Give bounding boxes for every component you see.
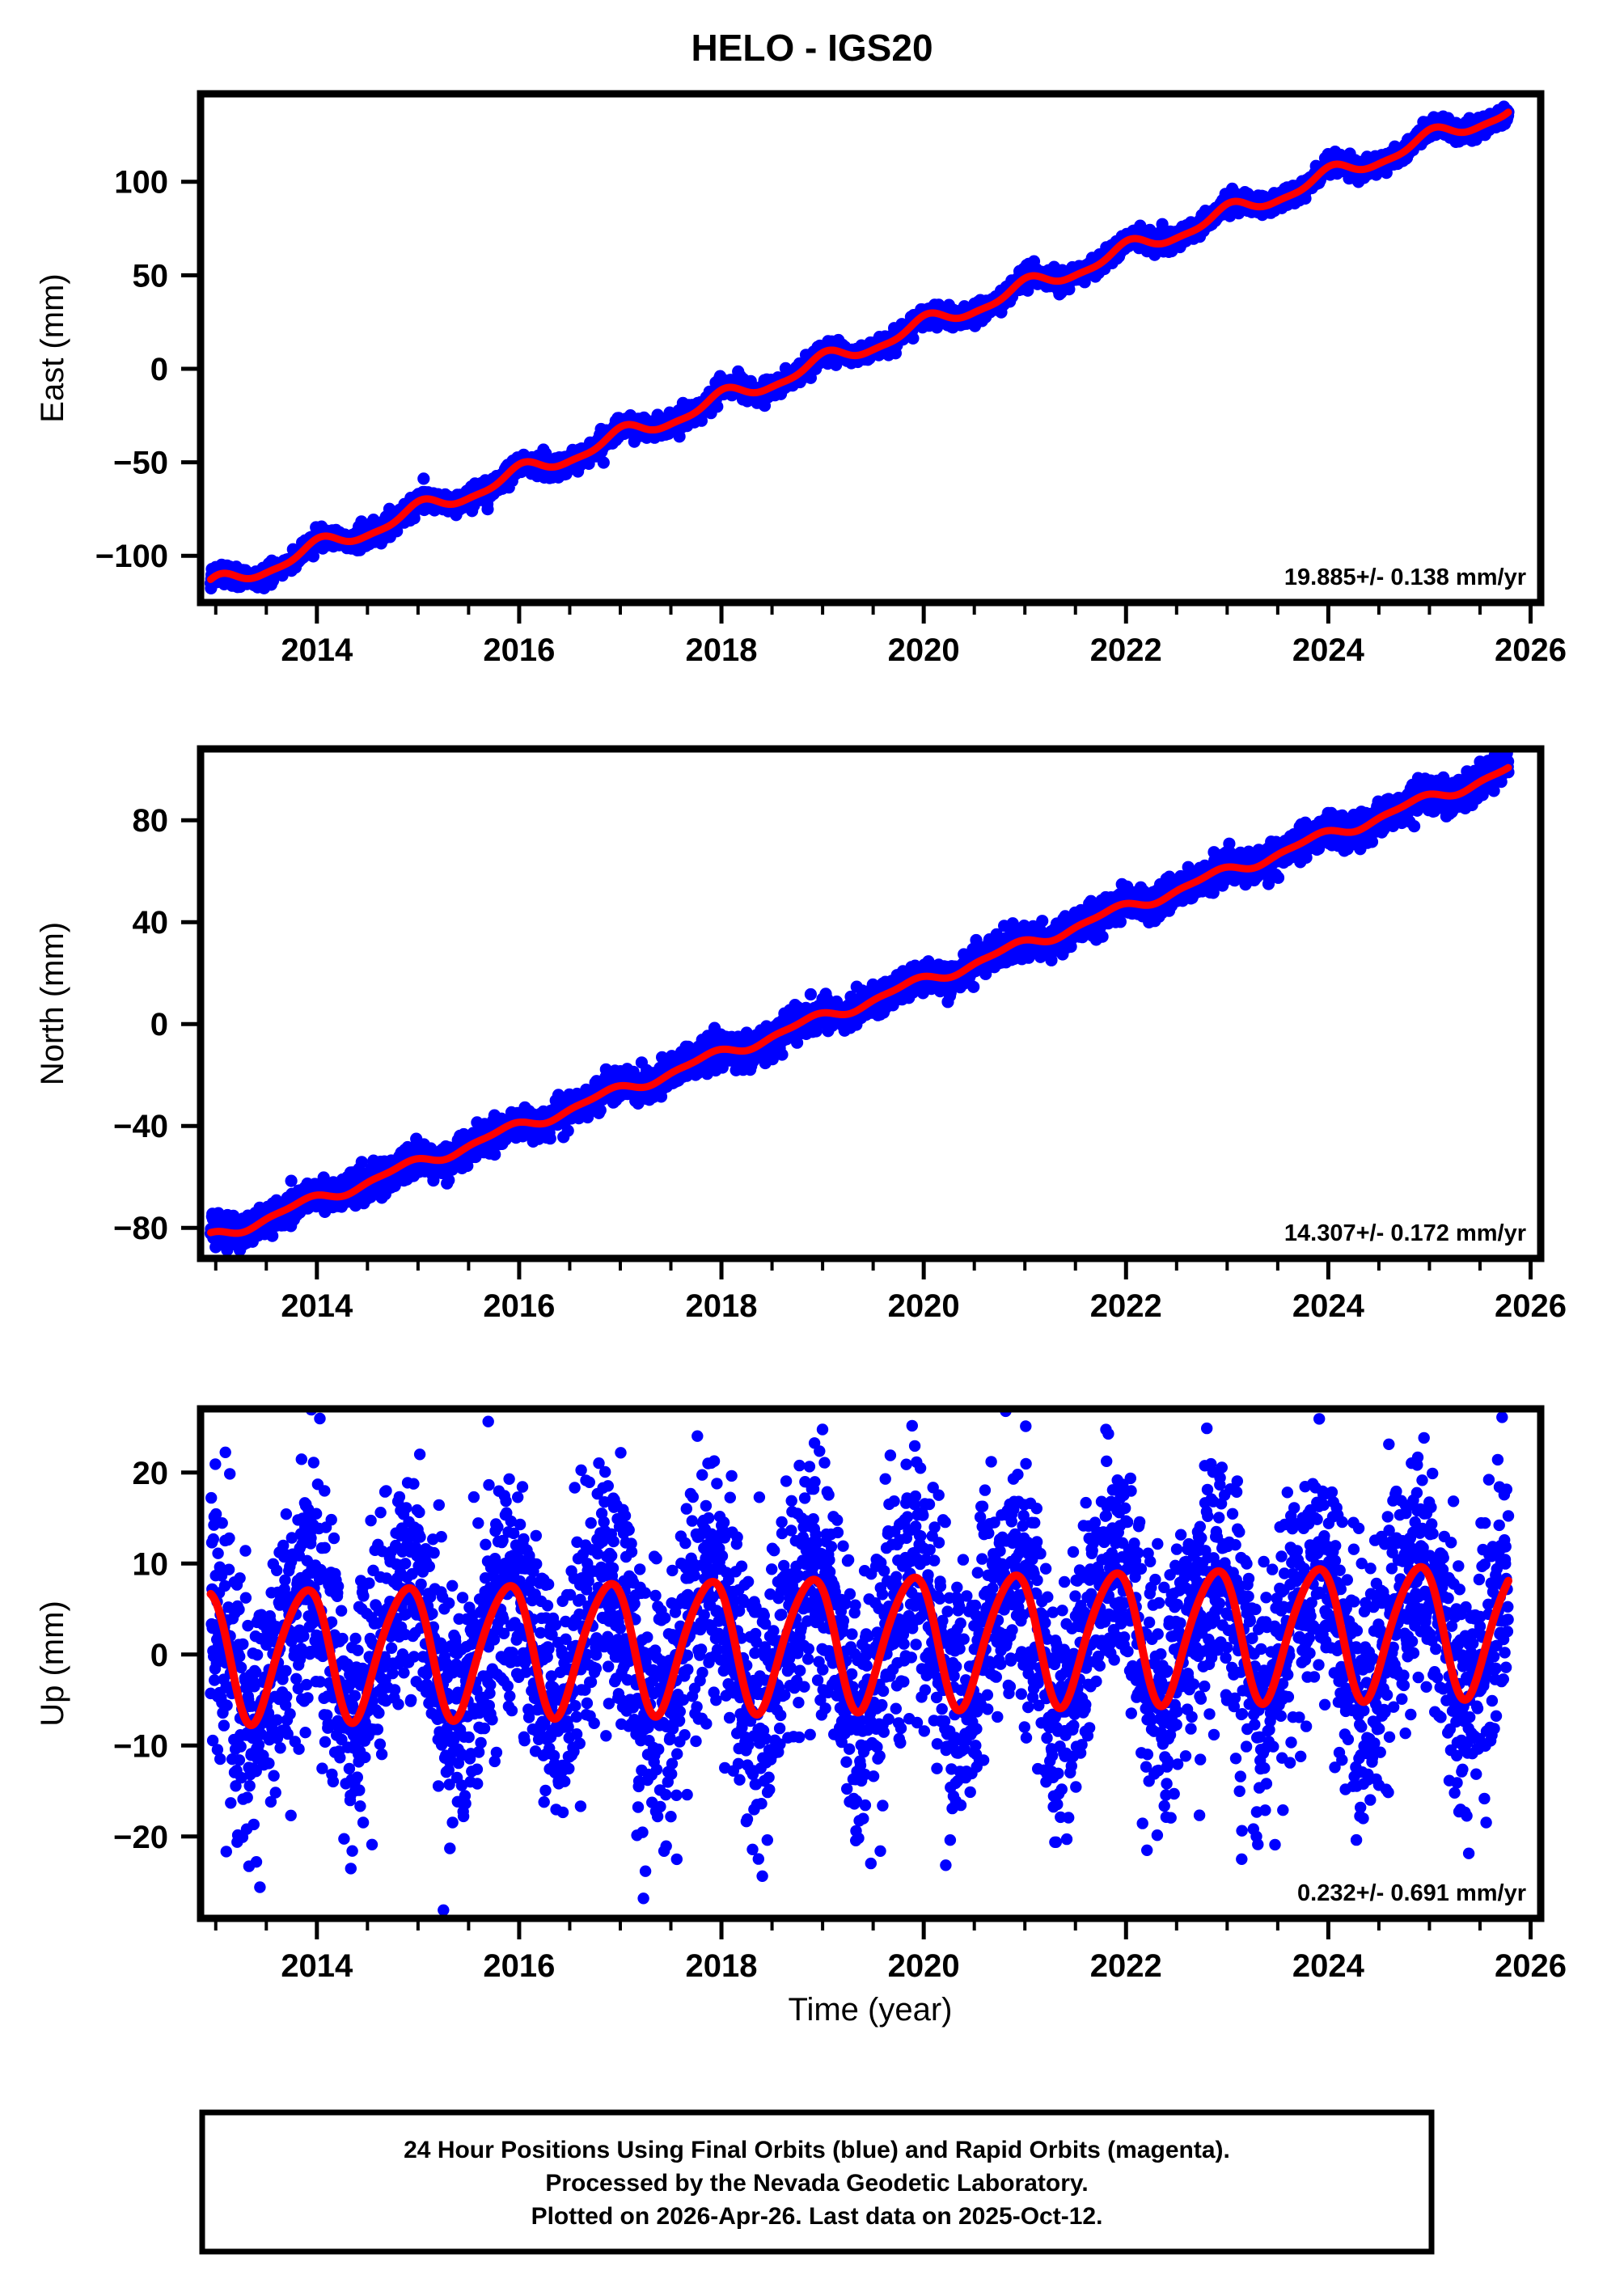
x-tick-label: 2020 xyxy=(888,632,960,668)
x-tick-label: 2026 xyxy=(1495,1948,1567,1984)
y-tick-label: −10 xyxy=(113,1728,168,1764)
y-tick-label: −40 xyxy=(113,1109,168,1144)
y-tick-label: 80 xyxy=(133,803,169,839)
x-tick-label: 2014 xyxy=(281,1948,353,1984)
y-tick-label: 40 xyxy=(133,905,169,941)
y-tick-label: 0 xyxy=(150,1638,168,1673)
footer-line-1: 24 Hour Positions Using Final Orbits (bl… xyxy=(404,2137,1230,2163)
y-tick-label: 20 xyxy=(133,1456,169,1491)
x-tick-label: 2014 xyxy=(281,632,353,668)
x-tick-label: 2024 xyxy=(1292,632,1365,668)
y-axis-label-east: East (mm) xyxy=(35,273,70,422)
y-tick-label: −100 xyxy=(95,539,168,574)
x-tick-label: 2026 xyxy=(1495,632,1567,668)
y-tick-label: −50 xyxy=(113,446,168,481)
x-tick-label: 2016 xyxy=(483,1288,555,1324)
y-tick-label: −80 xyxy=(113,1211,168,1246)
x-tick-label: 2020 xyxy=(888,1948,960,1984)
rate-annotation-east: 19.885+/- 0.138 mm/yr xyxy=(1284,565,1526,590)
x-tick-label: 2014 xyxy=(281,1288,353,1324)
y-tick-label: 100 xyxy=(114,165,168,201)
y-axis-label-north: North (mm) xyxy=(35,922,70,1085)
footer-line-2: Processed by the Nevada Geodetic Laborat… xyxy=(545,2170,1088,2197)
x-tick-label: 2024 xyxy=(1292,1948,1365,1984)
y-axis-label-up: Up (mm) xyxy=(35,1601,70,1727)
x-tick-label: 2022 xyxy=(1090,632,1162,668)
x-tick-label: 2026 xyxy=(1495,1288,1567,1324)
y-tick-label: 0 xyxy=(150,1007,168,1042)
y-tick-label: 50 xyxy=(133,258,169,294)
footer-line-3: Plotted on 2026-Apr-26. Last data on 202… xyxy=(531,2203,1103,2230)
x-tick-label: 2022 xyxy=(1090,1288,1162,1324)
y-tick-label: 10 xyxy=(133,1546,169,1582)
x-tick-label: 2018 xyxy=(686,632,758,668)
x-tick-label: 2020 xyxy=(888,1288,960,1324)
x-tick-label: 2018 xyxy=(686,1288,758,1324)
rate-annotation-north: 14.307+/- 0.172 mm/yr xyxy=(1284,1220,1526,1246)
y-tick-label: 0 xyxy=(150,352,168,387)
x-axis-label: Time (year) xyxy=(789,1992,953,2028)
x-tick-label: 2016 xyxy=(483,632,555,668)
page-title: HELO - IGS20 xyxy=(691,27,933,69)
x-tick-label: 2016 xyxy=(483,1948,555,1984)
y-tick-label: −20 xyxy=(113,1820,168,1855)
rate-annotation-up: 0.232+/- 0.691 mm/yr xyxy=(1297,1880,1526,1906)
x-tick-label: 2024 xyxy=(1292,1288,1365,1324)
x-tick-label: 2022 xyxy=(1090,1948,1162,1984)
x-tick-label: 2018 xyxy=(686,1948,758,1984)
